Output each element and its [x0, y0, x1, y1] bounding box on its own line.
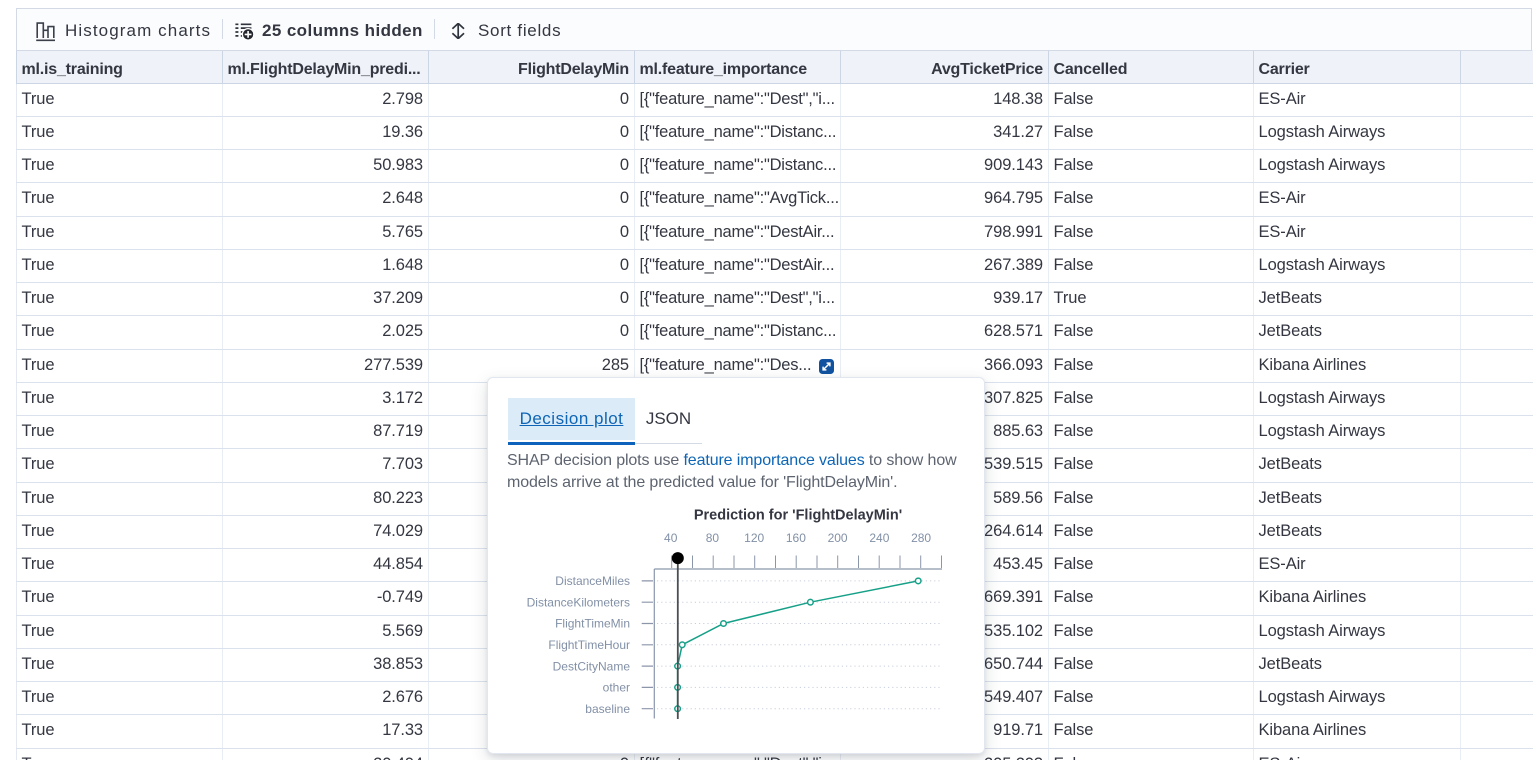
svg-text:baseline: baseline [585, 702, 630, 716]
svg-text:40: 40 [664, 531, 678, 545]
svg-text:80: 80 [706, 531, 720, 545]
svg-text:240: 240 [869, 531, 889, 545]
svg-text:200: 200 [828, 531, 848, 545]
svg-text:FlightTimeMin: FlightTimeMin [555, 617, 630, 631]
svg-text:DistanceKilometers: DistanceKilometers [527, 595, 630, 609]
svg-text:280: 280 [911, 531, 931, 545]
svg-text:DistanceMiles: DistanceMiles [555, 574, 630, 588]
svg-text:FlightTimeHour: FlightTimeHour [548, 638, 630, 652]
svg-text:DestCityName: DestCityName [553, 659, 631, 673]
svg-text:120: 120 [744, 531, 764, 545]
svg-text:160: 160 [786, 531, 806, 545]
svg-text:other: other [603, 681, 630, 695]
svg-text:Prediction for 'FlightDelayMin: Prediction for 'FlightDelayMin' [694, 508, 902, 524]
